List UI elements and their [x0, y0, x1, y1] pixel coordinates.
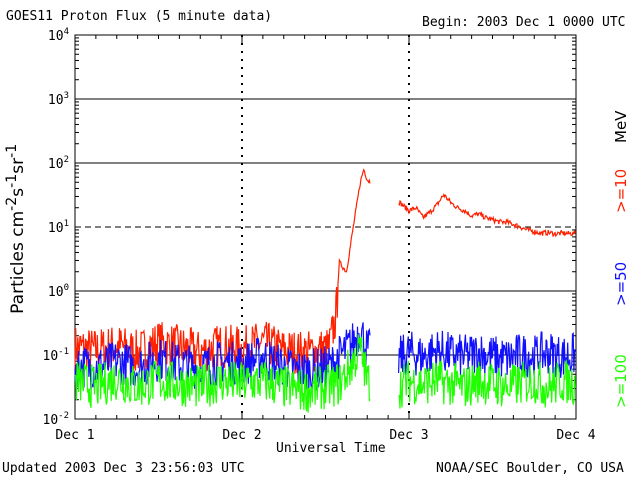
y-tick-label: 103 — [48, 91, 69, 108]
series-100MeV — [74, 334, 576, 413]
updated-timestamp: Updated 2003 Dec 3 23:56:03 UTC — [2, 461, 245, 476]
legend-ge50: >=50 — [612, 261, 630, 306]
chart-title: GOES11 Proton Flux (5 minute data) — [6, 9, 273, 24]
begin-time: Begin: 2003 Dec 1 0000 UTC — [422, 15, 626, 30]
x-tick-label: Dec 1 — [55, 428, 94, 443]
legend-unit: MeV — [612, 110, 630, 143]
legend-ge100: >=100 — [612, 354, 630, 408]
x-tick-label: Dec 4 — [556, 428, 595, 443]
series-50MeV — [74, 322, 576, 394]
x-tick-label: Dec 2 — [222, 428, 261, 443]
credit-label: NOAA/SEC Boulder, CO USA — [436, 461, 624, 476]
y-tick-label: 104 — [48, 27, 69, 44]
x-axis-label: Universal Time — [276, 441, 386, 456]
y-tick-label: 100 — [48, 283, 69, 300]
x-tick-label: Dec 3 — [389, 428, 428, 443]
y-tick-label: 10-1 — [43, 347, 70, 364]
y-tick-label: 102 — [48, 155, 69, 172]
y-tick-label: 10-2 — [43, 411, 70, 428]
legend-ge10: >=10 — [612, 168, 630, 213]
y-tick-label: 101 — [48, 219, 69, 236]
